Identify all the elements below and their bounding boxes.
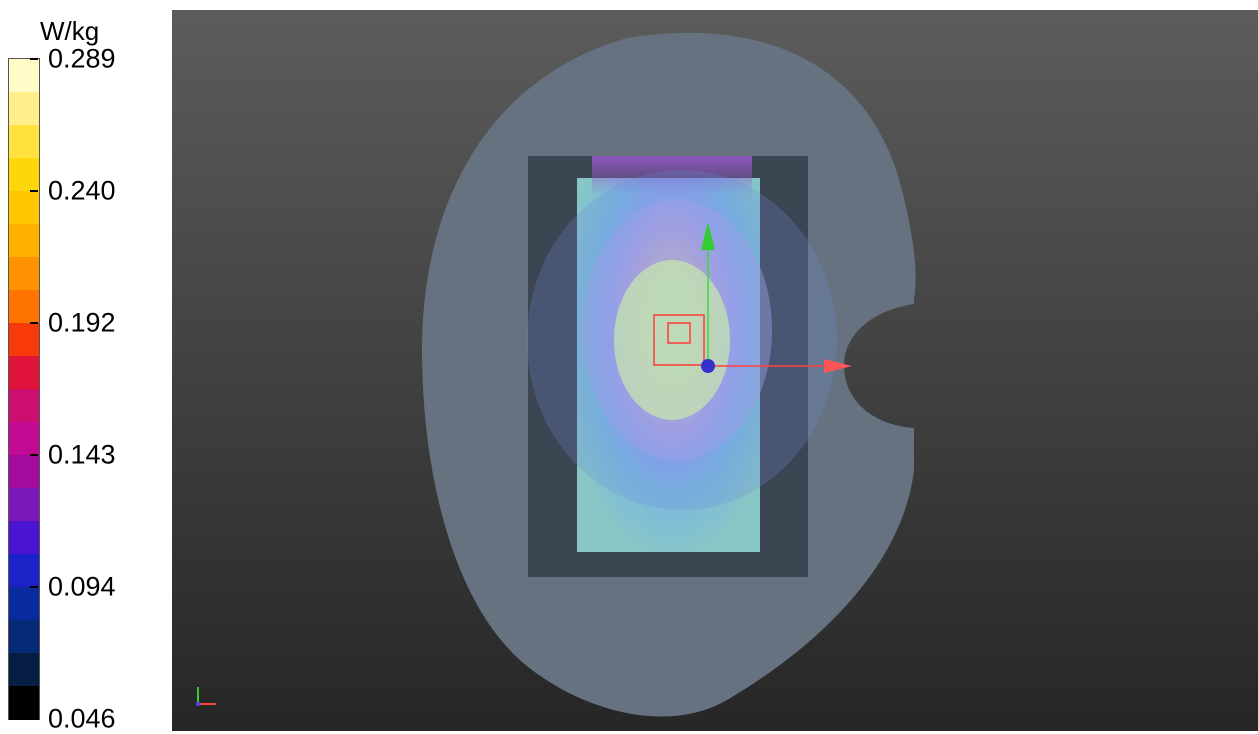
colorbar-tick [30,190,38,192]
zoom-scan-inner [667,322,691,344]
y-axis-arrowhead [701,222,715,250]
colorbar-tick-label: 0.192 [48,307,116,338]
zoom-scan-outer [653,314,705,366]
colorbar-segment [9,521,39,555]
colorbar-segment [9,653,39,687]
colorbar-segment [9,554,39,588]
sar-map-top-hotspot [592,156,752,196]
colorbar-tick-label: 0.289 [48,43,116,74]
colorbar-segment [9,158,39,192]
colorbar-tick [30,322,38,324]
3d-viewport[interactable] [172,10,1258,731]
triad-origin [196,702,200,706]
colorbar-segment [9,587,39,621]
x-axis-arrowhead [824,359,852,373]
legend-unit-label: W/kg [40,16,100,46]
colorbar-segment [9,356,39,390]
colorbar-tick-label: 0.046 [48,703,116,734]
colorbar-tick-label: 0.094 [48,571,116,602]
colorbar-segment [9,323,39,357]
colorbar-legend: W/kg 0.289 0.240 0.192 0.143 0.094 0.046 [0,0,172,734]
colorbar-tick [30,586,38,588]
colorbar-segment [9,422,39,456]
sar-contour-inner [614,260,730,420]
colorbar-segment [9,125,39,159]
colorbar-tick [30,718,38,720]
colorbar-segment [9,257,39,291]
colorbar-segment [9,224,39,258]
origin-point [701,359,715,373]
colorbar-segment [9,488,39,522]
colorbar-segment [9,686,39,720]
colorbar-segment [9,92,39,126]
colorbar-segment [9,290,39,324]
colorbar-tick [30,58,38,60]
colorbar-segment [9,455,39,489]
sar-scene [196,32,916,717]
colorbar-segment [9,59,39,93]
colorbar-tick-label: 0.143 [48,439,116,470]
colorbar [8,58,40,720]
colorbar-segment [9,389,39,423]
colorbar-tick [30,454,38,456]
colorbar-tick-label: 0.240 [48,175,116,206]
colorbar-segment [9,191,39,225]
colorbar-segment [9,620,39,654]
